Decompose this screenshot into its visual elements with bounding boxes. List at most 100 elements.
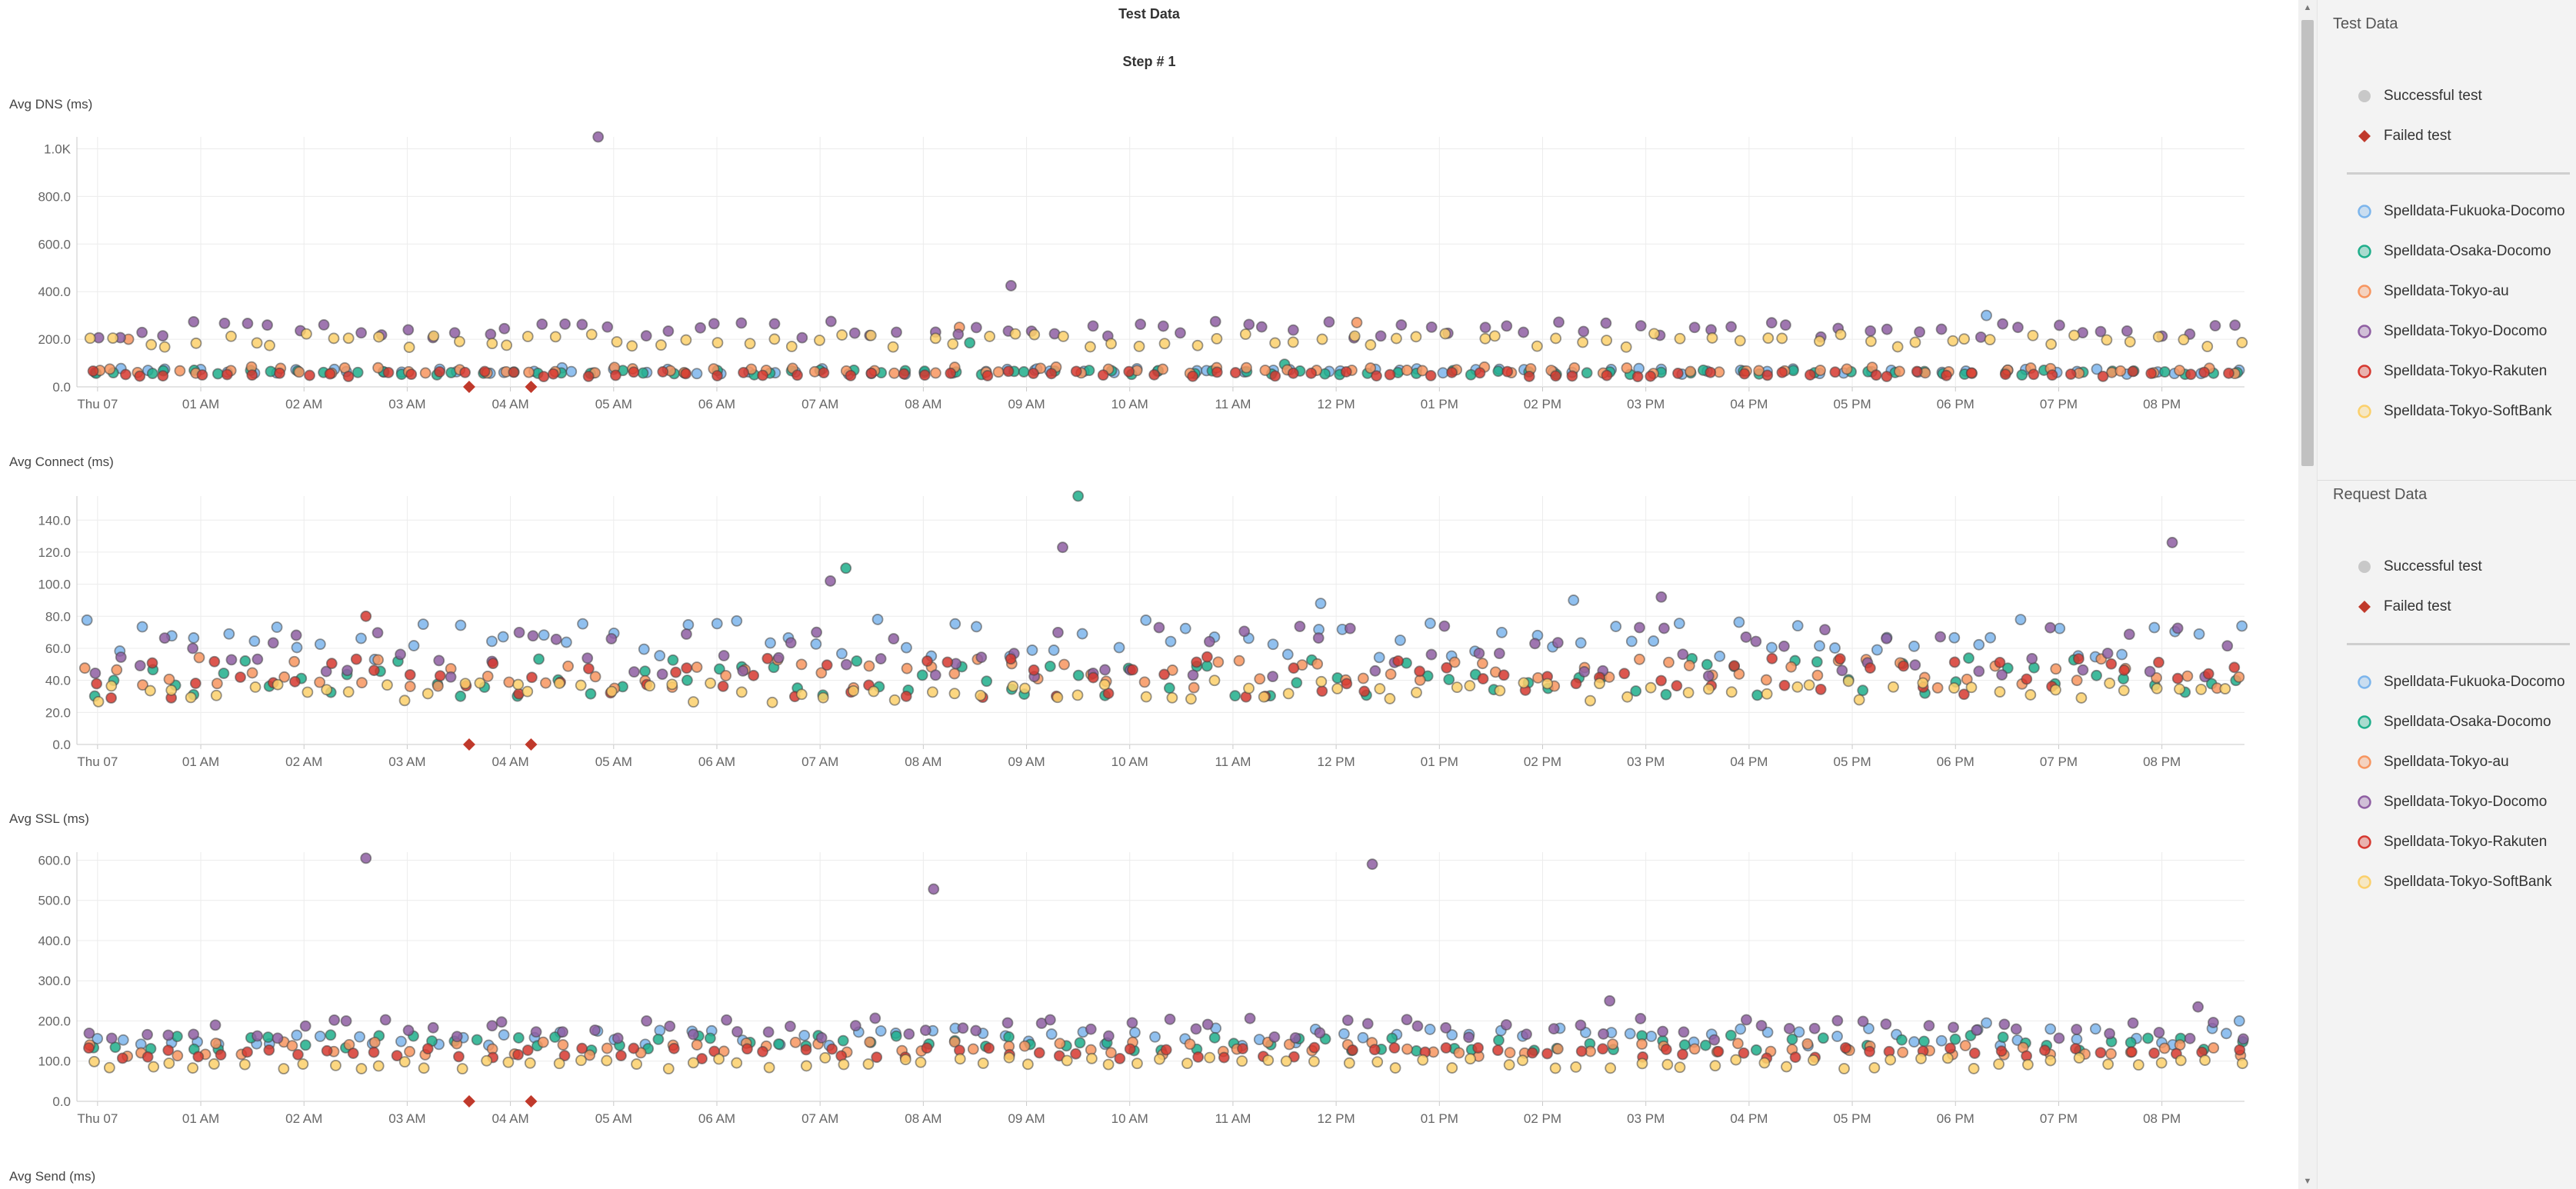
legend-series-item[interactable]: Spelldata-Tokyo-au (2356, 751, 2509, 774)
data-point (2229, 319, 2241, 331)
data-point (602, 321, 614, 333)
data-point (1815, 365, 1826, 376)
data-point (1529, 638, 1541, 650)
data-point (1620, 341, 1632, 353)
data-point (871, 1051, 883, 1064)
data-point (768, 318, 781, 330)
data-point (1044, 1014, 1056, 1026)
panel-separator (2318, 480, 2576, 481)
legend-series-item[interactable]: Spelldata-Tokyo-SoftBank (2356, 400, 2552, 423)
x-tick-label: 04 PM (1730, 397, 1768, 411)
legend-series-item[interactable]: Spelldata-Osaka-Docomo (2356, 711, 2551, 734)
data-point (1634, 653, 1645, 665)
data-point (1699, 1039, 1711, 1051)
data-point (584, 1049, 596, 1061)
vertical-scrollbar[interactable]: ▲ ▼ (2298, 0, 2317, 1189)
data-point (741, 1043, 753, 1055)
data-point (1677, 648, 1689, 661)
data-point (508, 366, 520, 378)
scroll-up-icon[interactable]: ▲ (2303, 3, 2312, 12)
legend-series-item[interactable]: Spelldata-Tokyo-SoftBank (2356, 871, 2552, 894)
data-point (453, 1051, 465, 1063)
data-point (360, 610, 372, 622)
data-point (825, 575, 836, 587)
scroll-down-icon[interactable]: ▼ (2303, 1177, 2312, 1186)
data-point (785, 341, 798, 352)
chart-area: Test Data Step # 1 Avg DNS (ms) Avg Conn… (9, 6, 2249, 1184)
data-point (289, 675, 301, 688)
data-point (1835, 328, 1847, 341)
legend-series-item[interactable]: Spelldata-Tokyo-Rakuten (2356, 360, 2547, 383)
data-point (210, 689, 222, 701)
data-point (1935, 1034, 1948, 1047)
data-point (680, 334, 692, 346)
data-point (582, 652, 594, 664)
data-point (1601, 335, 1613, 347)
data-point (1126, 1017, 1138, 1029)
data-point (355, 632, 367, 644)
x-tick-label: 08 PM (2143, 754, 2181, 769)
data-point (1158, 668, 1170, 681)
data-point (1917, 677, 1929, 689)
data-point (2127, 365, 2139, 378)
data-point (81, 614, 93, 626)
data-point (557, 1026, 568, 1038)
data-point (1351, 317, 1363, 328)
data-point (87, 365, 99, 377)
legend-series-item[interactable]: Spelldata-Fukuoka-Docomo (2356, 200, 2565, 223)
data-point (1187, 370, 1199, 382)
legend-series-item[interactable]: Spelldata-Fukuoka-Docomo (2356, 671, 2565, 694)
legend-label: Spelldata-Tokyo-Docomo (2384, 794, 2548, 810)
data-point (1044, 660, 1056, 672)
data-point (238, 1058, 251, 1071)
x-tick-label: 11 AM (1215, 754, 1251, 769)
x-tick-label: 11 AM (1215, 397, 1251, 411)
legend-series-item[interactable]: Spelldata-Osaka-Docomo (2356, 240, 2551, 263)
data-point (1369, 664, 1381, 677)
data-point (1465, 1053, 1476, 1065)
data-point (1003, 1031, 1015, 1043)
y-tick-label: 800.0 (38, 189, 71, 204)
data-point (1973, 638, 1985, 651)
data-point (454, 335, 465, 348)
series-circle-icon (2358, 675, 2371, 689)
data-point (2046, 369, 2058, 381)
legend-successful-test[interactable]: Successful test (2356, 85, 2482, 108)
legend-series-item[interactable]: Spelldata-Tokyo-au (2356, 280, 2509, 303)
data-point (1618, 668, 1631, 680)
data-point (1262, 1054, 1275, 1067)
data-point (1868, 1061, 1881, 1074)
data-point (1648, 328, 1660, 340)
data-point (915, 1056, 927, 1068)
legend-failed-test[interactable]: Failed test (2356, 125, 2451, 148)
legend-series-item[interactable]: Spelldata-Tokyo-Docomo (2356, 791, 2547, 814)
data-point (498, 1029, 510, 1041)
data-point (302, 686, 314, 698)
legend-series-item[interactable]: Spelldata-Tokyo-Rakuten (2356, 831, 2547, 854)
legend-series-item[interactable]: Spelldata-Tokyo-Docomo (2356, 320, 2547, 343)
data-point (325, 658, 338, 670)
data-point (89, 667, 102, 679)
data-point (1948, 656, 1961, 668)
y-tick-label: 0.0 (52, 738, 71, 752)
scroll-thumb[interactable] (2301, 20, 2314, 466)
data-point (1857, 1015, 1869, 1027)
data-point (1028, 664, 1040, 676)
diamond-icon (2358, 130, 2371, 142)
data-point (1338, 1027, 1350, 1040)
data-point (513, 626, 525, 638)
data-point (286, 1040, 298, 1052)
data-point (498, 322, 511, 335)
x-tick-label: 01 AM (182, 754, 219, 769)
data-point (1712, 1045, 1725, 1057)
data-point (553, 1057, 565, 1070)
data-point (1688, 321, 1701, 334)
dns-chart-title: Avg DNS (ms) (9, 97, 93, 112)
legend-successful-test[interactable]: Successful test (2356, 555, 2482, 578)
x-tick-label: 08 AM (905, 1111, 941, 1126)
data-point (434, 366, 445, 378)
data-point (921, 1042, 933, 1054)
legend-failed-test[interactable]: Failed test (2356, 595, 2451, 618)
data-point (1281, 648, 1294, 661)
data-point (1463, 1031, 1475, 1044)
